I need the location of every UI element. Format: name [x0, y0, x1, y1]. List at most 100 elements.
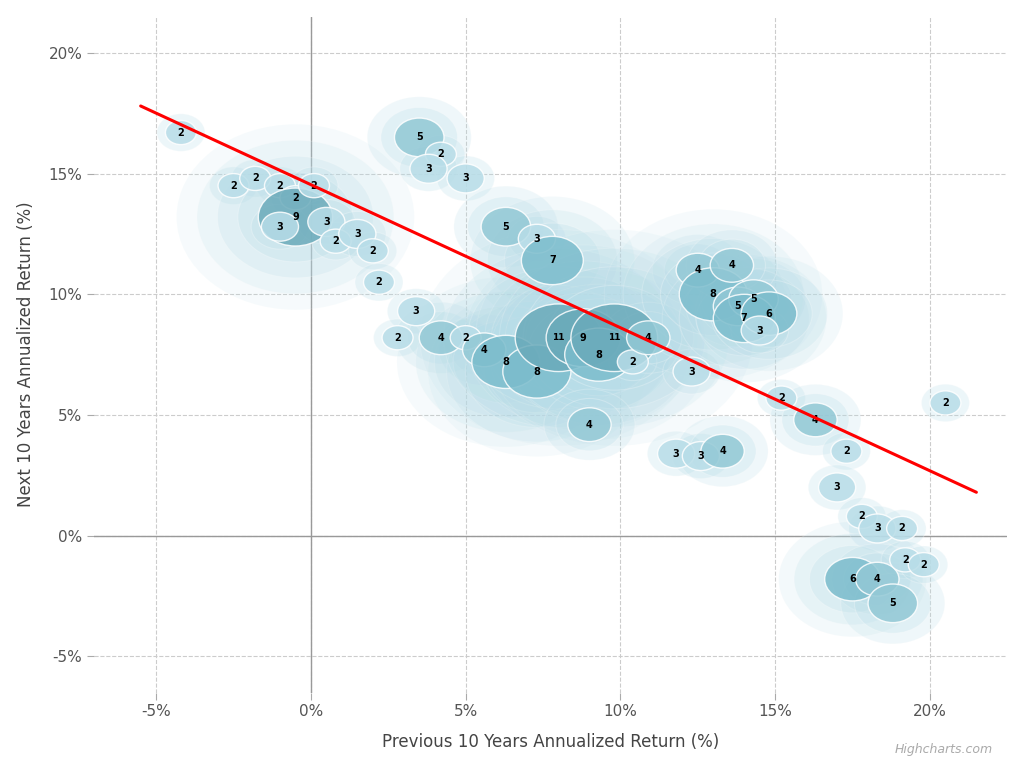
Circle shape — [711, 248, 754, 282]
Circle shape — [698, 239, 765, 292]
Circle shape — [822, 432, 870, 470]
Circle shape — [438, 314, 529, 386]
Text: 3: 3 — [462, 174, 469, 184]
Circle shape — [299, 174, 330, 197]
Circle shape — [505, 277, 662, 399]
Text: 2: 2 — [843, 446, 850, 456]
Circle shape — [614, 312, 682, 364]
Circle shape — [500, 248, 729, 427]
Circle shape — [699, 276, 776, 336]
Circle shape — [258, 188, 333, 246]
Circle shape — [714, 294, 775, 343]
Text: 3: 3 — [688, 366, 695, 376]
Circle shape — [887, 516, 918, 541]
Circle shape — [394, 118, 444, 157]
Circle shape — [515, 304, 602, 372]
Circle shape — [395, 303, 486, 373]
Circle shape — [509, 284, 689, 425]
Circle shape — [677, 415, 768, 487]
Text: 3: 3 — [673, 449, 680, 458]
Circle shape — [329, 211, 386, 257]
Circle shape — [492, 286, 626, 390]
Text: 4: 4 — [728, 260, 735, 270]
Circle shape — [604, 210, 822, 379]
Circle shape — [770, 384, 861, 455]
Circle shape — [527, 299, 671, 410]
Circle shape — [890, 548, 921, 572]
Circle shape — [419, 321, 463, 355]
Text: 4: 4 — [694, 265, 701, 275]
Circle shape — [382, 326, 413, 350]
Circle shape — [731, 308, 788, 353]
Circle shape — [441, 319, 489, 356]
Circle shape — [794, 534, 911, 625]
Circle shape — [849, 506, 906, 551]
Circle shape — [701, 259, 806, 339]
Text: 5: 5 — [890, 598, 896, 608]
Circle shape — [856, 562, 899, 596]
Circle shape — [408, 312, 474, 364]
Circle shape — [451, 323, 518, 376]
Text: 6: 6 — [766, 309, 772, 319]
Circle shape — [505, 223, 600, 298]
Text: 6: 6 — [849, 574, 856, 584]
Circle shape — [663, 254, 826, 382]
Text: 2: 2 — [252, 174, 259, 184]
Circle shape — [463, 333, 506, 367]
Circle shape — [381, 108, 458, 167]
Text: 2: 2 — [276, 180, 284, 190]
Circle shape — [682, 442, 720, 471]
Text: 4: 4 — [719, 446, 726, 456]
Circle shape — [261, 212, 299, 241]
Text: 2: 2 — [630, 357, 636, 367]
Circle shape — [357, 239, 388, 263]
Text: 2: 2 — [942, 398, 949, 408]
Circle shape — [930, 391, 961, 415]
Text: 3: 3 — [834, 482, 841, 492]
Text: 8: 8 — [534, 366, 541, 376]
Text: 11: 11 — [608, 333, 621, 343]
Text: 8: 8 — [503, 357, 509, 367]
Circle shape — [838, 498, 886, 535]
Text: 2: 2 — [899, 524, 905, 534]
Text: 3: 3 — [413, 306, 420, 316]
Circle shape — [468, 197, 545, 257]
Circle shape — [627, 321, 670, 355]
Circle shape — [443, 248, 674, 427]
Text: 5: 5 — [503, 222, 509, 232]
Circle shape — [454, 321, 559, 403]
Circle shape — [428, 286, 646, 456]
Circle shape — [298, 200, 355, 244]
Circle shape — [741, 316, 778, 345]
Text: 2: 2 — [376, 277, 382, 287]
Circle shape — [447, 164, 484, 193]
Circle shape — [665, 244, 731, 296]
Circle shape — [475, 230, 753, 446]
Text: 2: 2 — [370, 246, 376, 256]
Circle shape — [714, 287, 763, 326]
Circle shape — [364, 270, 394, 294]
Circle shape — [503, 345, 571, 398]
Text: 4: 4 — [481, 345, 487, 355]
Circle shape — [696, 281, 793, 356]
Circle shape — [217, 156, 374, 278]
Text: 4: 4 — [873, 574, 881, 584]
Circle shape — [425, 142, 457, 167]
Circle shape — [679, 268, 748, 321]
Text: 2: 2 — [437, 149, 444, 159]
Text: 3: 3 — [697, 451, 705, 461]
Text: 2: 2 — [292, 193, 299, 203]
Text: 2: 2 — [333, 237, 339, 247]
Circle shape — [794, 403, 837, 437]
Text: 3: 3 — [757, 326, 763, 336]
Circle shape — [726, 280, 812, 347]
Circle shape — [547, 286, 681, 390]
Circle shape — [546, 309, 621, 367]
Text: 3: 3 — [276, 222, 284, 232]
Y-axis label: Next 10 Years Annualized Return (%): Next 10 Years Annualized Return (%) — [16, 202, 35, 508]
Circle shape — [546, 313, 651, 396]
Circle shape — [686, 230, 777, 301]
Circle shape — [397, 296, 435, 326]
Circle shape — [349, 232, 396, 270]
Circle shape — [210, 167, 257, 204]
